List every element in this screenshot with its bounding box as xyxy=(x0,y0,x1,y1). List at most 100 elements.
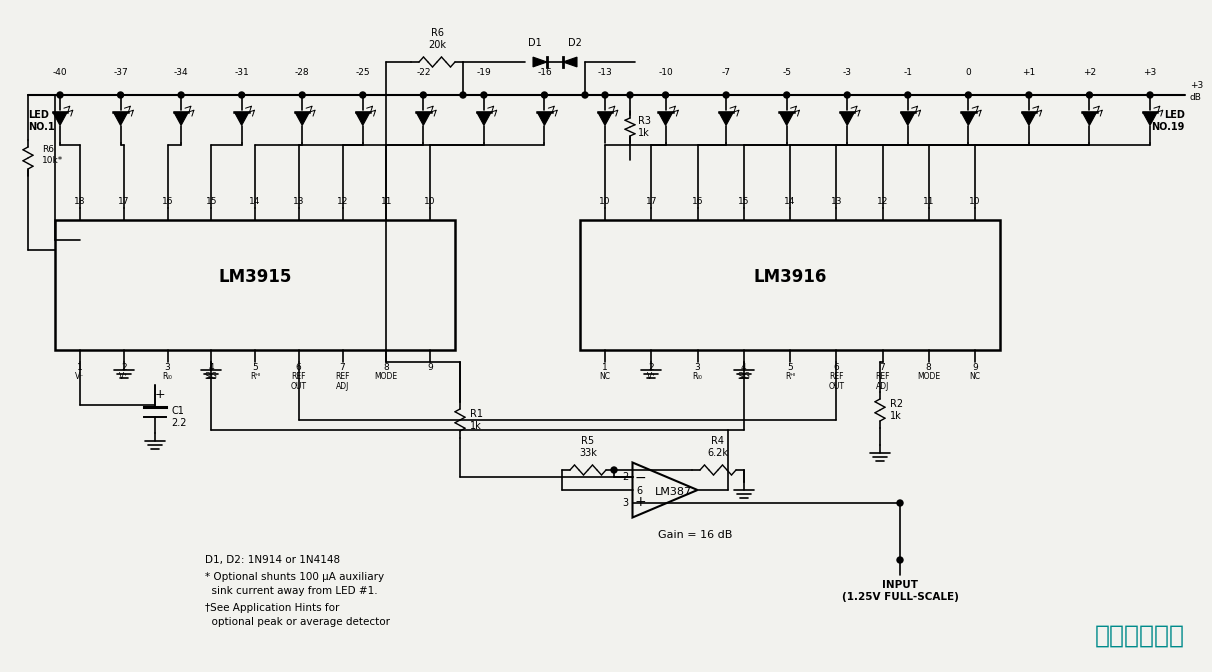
Circle shape xyxy=(178,92,184,98)
Text: 14: 14 xyxy=(784,197,796,206)
Text: +2: +2 xyxy=(1082,68,1096,77)
Text: -1: -1 xyxy=(903,68,913,77)
Polygon shape xyxy=(537,112,551,126)
Text: †See Application Hints for: †See Application Hints for xyxy=(205,603,339,613)
Circle shape xyxy=(845,92,851,98)
Text: MODE: MODE xyxy=(917,372,941,381)
Text: (1.25V FULL-SCALE): (1.25V FULL-SCALE) xyxy=(841,592,959,602)
Polygon shape xyxy=(779,112,794,126)
Text: 10: 10 xyxy=(599,197,611,206)
Polygon shape xyxy=(173,112,188,126)
Polygon shape xyxy=(114,112,127,126)
Text: 12: 12 xyxy=(337,197,348,206)
Text: 9: 9 xyxy=(972,363,978,372)
Text: R4
6.2k: R4 6.2k xyxy=(708,436,728,458)
Circle shape xyxy=(724,92,730,98)
Text: +3: +3 xyxy=(1190,81,1204,89)
Text: * Optional shunts 100 μA auxiliary: * Optional shunts 100 μA auxiliary xyxy=(205,572,384,582)
Polygon shape xyxy=(658,112,673,126)
Polygon shape xyxy=(234,112,248,126)
Polygon shape xyxy=(476,112,491,126)
Text: 13: 13 xyxy=(293,197,304,206)
Text: R6
20k: R6 20k xyxy=(428,28,446,50)
Text: 18: 18 xyxy=(74,197,86,206)
Text: REF
ADJ: REF ADJ xyxy=(875,372,890,391)
Text: 3: 3 xyxy=(623,498,629,508)
Text: −: − xyxy=(635,471,646,485)
Text: LM387: LM387 xyxy=(654,487,692,497)
Text: +1: +1 xyxy=(1022,68,1035,77)
Circle shape xyxy=(897,557,903,563)
Text: dB: dB xyxy=(1190,93,1202,103)
Text: 9: 9 xyxy=(427,363,433,372)
Text: INPUT: INPUT xyxy=(882,580,917,590)
Text: 1: 1 xyxy=(78,363,82,372)
Text: 12: 12 xyxy=(876,197,888,206)
Polygon shape xyxy=(1022,112,1036,126)
Text: LM3915: LM3915 xyxy=(218,268,292,286)
Polygon shape xyxy=(1082,112,1097,126)
Polygon shape xyxy=(901,112,915,126)
Text: -34: -34 xyxy=(173,68,188,77)
Circle shape xyxy=(627,92,633,98)
Text: V⁺: V⁺ xyxy=(646,372,656,381)
Text: REF
ADJ: REF ADJ xyxy=(336,372,350,391)
Text: 11: 11 xyxy=(381,197,391,206)
Text: -16: -16 xyxy=(537,68,551,77)
Text: NC: NC xyxy=(970,372,981,381)
Text: 6: 6 xyxy=(834,363,839,372)
Text: REF
OUT: REF OUT xyxy=(828,372,845,391)
Text: R5
33k: R5 33k xyxy=(579,436,598,458)
Text: 4: 4 xyxy=(741,363,747,372)
Text: D1: D1 xyxy=(528,38,542,48)
Text: 4: 4 xyxy=(208,363,215,372)
Text: R6
10k*: R6 10k* xyxy=(42,145,63,165)
Text: -3: -3 xyxy=(842,68,852,77)
Text: NC: NC xyxy=(600,372,611,381)
Circle shape xyxy=(360,92,366,98)
Text: -28: -28 xyxy=(295,68,309,77)
Text: -22: -22 xyxy=(416,68,430,77)
Text: R3
1k: R3 1k xyxy=(638,116,651,138)
Text: REF
OUT: REF OUT xyxy=(291,372,307,391)
Text: 11: 11 xyxy=(924,197,934,206)
Text: C1
2.2: C1 2.2 xyxy=(171,406,187,428)
Text: optional peak or average detector: optional peak or average detector xyxy=(205,617,390,627)
Circle shape xyxy=(421,92,427,98)
Text: 16: 16 xyxy=(161,197,173,206)
Text: V⁺: V⁺ xyxy=(119,372,128,381)
Text: 5: 5 xyxy=(787,363,793,372)
Circle shape xyxy=(611,467,617,473)
Text: SIG: SIG xyxy=(205,372,218,381)
Text: Rₗ₀: Rₗ₀ xyxy=(162,372,172,381)
Circle shape xyxy=(602,92,608,98)
Text: +: + xyxy=(155,388,165,401)
Text: 7: 7 xyxy=(339,363,345,372)
Text: 16: 16 xyxy=(692,197,703,206)
Polygon shape xyxy=(719,112,733,126)
Text: MODE: MODE xyxy=(375,372,398,381)
Text: SIG: SIG xyxy=(737,372,750,381)
Text: 7: 7 xyxy=(880,363,886,372)
Text: 2: 2 xyxy=(121,363,126,372)
Text: D1, D2: 1N914 or 1N4148: D1, D2: 1N914 or 1N4148 xyxy=(205,555,341,565)
Text: 6: 6 xyxy=(296,363,302,372)
Bar xyxy=(581,220,1000,350)
Text: -7: -7 xyxy=(721,68,731,77)
Bar xyxy=(55,220,455,350)
Text: 14: 14 xyxy=(250,197,261,206)
Circle shape xyxy=(784,92,790,98)
Text: 2: 2 xyxy=(622,472,629,482)
Text: 马上登录易航: 马上登录易航 xyxy=(1094,624,1185,648)
Text: LED
NO.1: LED NO.1 xyxy=(28,110,55,132)
Text: R2
1k: R2 1k xyxy=(890,399,903,421)
Text: sink current away from LED #1.: sink current away from LED #1. xyxy=(205,586,378,596)
Text: -10: -10 xyxy=(658,68,673,77)
Text: LM3916: LM3916 xyxy=(754,268,827,286)
Polygon shape xyxy=(598,112,612,126)
Polygon shape xyxy=(355,112,370,126)
Polygon shape xyxy=(53,112,67,126)
Text: -40: -40 xyxy=(52,68,68,77)
Text: 17: 17 xyxy=(646,197,657,206)
Text: LED
NO.19: LED NO.19 xyxy=(1151,110,1185,132)
